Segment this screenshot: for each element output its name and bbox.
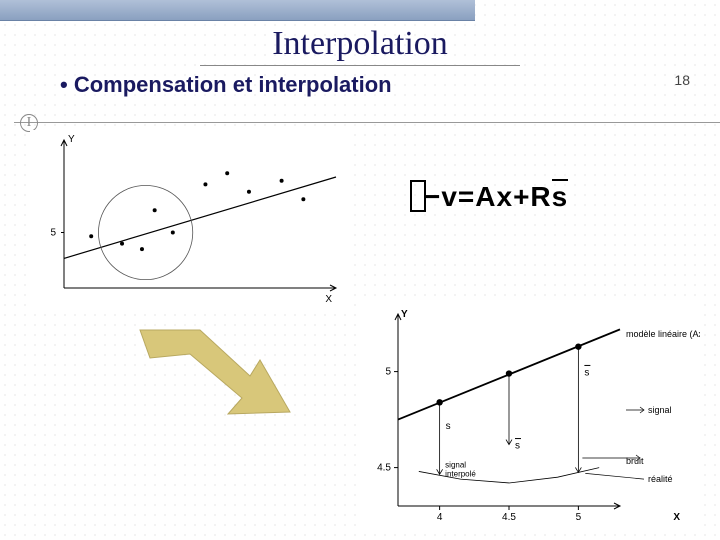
svg-text:4.5: 4.5 (377, 463, 391, 474)
svg-text:signal: signal (445, 461, 466, 470)
svg-text:réalité: réalité (648, 474, 673, 484)
svg-text:X: X (325, 294, 332, 305)
page-number: 18 (674, 72, 690, 88)
svg-text:4.5: 4.5 (502, 512, 516, 523)
svg-text:4: 4 (437, 512, 443, 523)
svg-text:Y: Y (68, 134, 75, 145)
equation: −v=Ax+Rs (410, 180, 568, 213)
detail-chart: 4 4.5 5 4.5 5 Y Xmodèle linéaire (Ax) s signal s s… (360, 302, 700, 532)
svg-text:s: s (515, 441, 520, 452)
svg-text:bruit: bruit (626, 456, 644, 466)
slide-content: Interpolation • Compensation et interpol… (0, 0, 720, 98)
svg-text:5: 5 (50, 228, 56, 239)
svg-text:interpolé: interpolé (445, 470, 476, 479)
bullet-line: • Compensation et interpolation (60, 72, 720, 98)
svg-text:Y: Y (401, 309, 408, 320)
horizontal-rule (14, 122, 720, 123)
svg-text:5: 5 (576, 512, 582, 523)
svg-text:modèle linéaire (Ax): modèle linéaire (Ax) (626, 329, 700, 339)
top-bar (0, 0, 475, 21)
svg-text:5: 5 (385, 367, 391, 378)
svg-text:s: s (446, 421, 451, 432)
svg-text:s: s (584, 367, 589, 378)
svg-text:X: X (673, 512, 680, 523)
slide-title: Interpolation (200, 25, 520, 66)
scatter-chart: 5 Y X (30, 130, 350, 310)
arrow-shape (130, 320, 300, 430)
svg-text:signal: signal (648, 405, 672, 415)
